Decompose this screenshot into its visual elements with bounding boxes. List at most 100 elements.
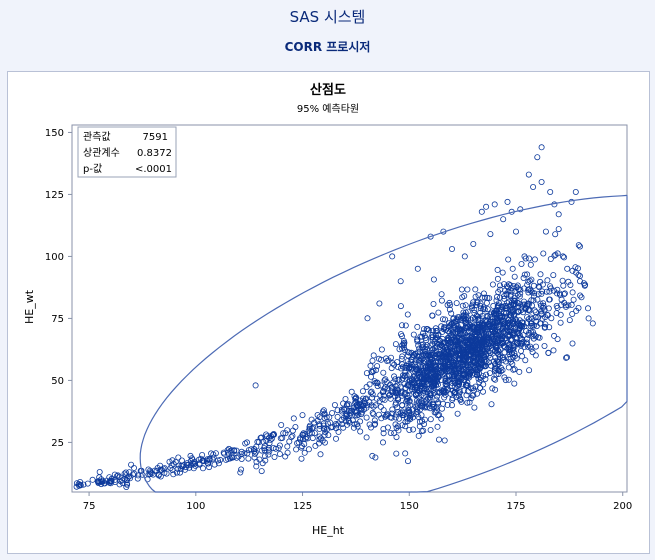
data-point	[455, 392, 462, 399]
x-axis: 75 100 125 150 175 200	[83, 492, 632, 512]
stats-label-pvalue: p-값	[83, 163, 102, 175]
y-tick-label: 50	[51, 376, 64, 387]
data-point	[505, 316, 512, 323]
data-point	[422, 359, 429, 366]
data-point	[538, 290, 545, 297]
data-point	[412, 390, 419, 397]
data-point	[569, 289, 576, 296]
data-point	[514, 325, 521, 332]
data-point	[472, 349, 479, 356]
data-point	[458, 286, 465, 293]
data-point	[474, 336, 481, 343]
data-point	[265, 444, 272, 451]
data-point	[444, 301, 451, 308]
data-point	[404, 458, 411, 465]
data-point	[448, 245, 455, 252]
data-point	[492, 343, 499, 350]
data-point	[449, 395, 456, 402]
data-point	[384, 357, 391, 364]
data-point	[470, 362, 477, 369]
data-point	[386, 391, 393, 398]
data-point	[454, 410, 461, 417]
data-point	[514, 304, 521, 311]
data-point	[527, 261, 534, 268]
data-point	[438, 415, 445, 422]
data-point	[369, 452, 376, 459]
data-point	[553, 310, 560, 317]
y-tick-label: 150	[45, 128, 64, 139]
data-point	[510, 332, 517, 339]
data-point	[387, 354, 394, 361]
data-point	[512, 339, 519, 346]
data-point	[569, 267, 576, 274]
data-point	[481, 306, 488, 313]
x-tick-label: 125	[293, 501, 312, 512]
data-point	[516, 332, 523, 339]
scatter-points	[73, 144, 596, 490]
data-point	[415, 432, 422, 439]
data-point	[275, 445, 282, 452]
data-point	[420, 326, 427, 333]
data-point	[393, 411, 400, 418]
data-point	[499, 325, 506, 332]
y-axis: 25 50 75 100 125 150	[45, 128, 72, 449]
data-point	[448, 402, 455, 409]
data-point	[469, 314, 476, 321]
data-point	[395, 415, 402, 422]
data-point	[363, 434, 370, 441]
data-point	[123, 472, 130, 479]
data-point	[425, 365, 432, 372]
data-point	[377, 403, 384, 410]
data-point	[505, 364, 512, 371]
data-point	[458, 330, 465, 337]
data-point	[343, 402, 350, 409]
data-point	[545, 349, 552, 356]
data-point	[555, 226, 562, 233]
data-point	[427, 353, 434, 360]
data-point	[340, 405, 347, 412]
data-point	[253, 443, 260, 450]
data-point	[450, 359, 457, 366]
data-point	[412, 363, 419, 370]
data-point	[448, 379, 455, 386]
data-point	[77, 481, 84, 488]
data-point	[332, 420, 339, 427]
data-point	[526, 307, 533, 314]
data-point	[340, 400, 347, 407]
data-point	[427, 390, 434, 397]
data-point	[259, 460, 266, 467]
data-point	[300, 430, 307, 437]
data-point	[444, 401, 451, 408]
data-point	[387, 429, 394, 436]
data-point	[199, 465, 206, 472]
data-point	[363, 370, 370, 377]
data-point	[435, 436, 442, 443]
data-point	[317, 451, 324, 458]
data-point	[406, 426, 413, 433]
data-point	[489, 385, 496, 392]
data-point	[151, 467, 158, 474]
data-point	[418, 428, 425, 435]
data-point	[544, 311, 551, 318]
data-point	[540, 250, 547, 257]
data-point	[560, 253, 567, 260]
data-point	[524, 271, 531, 278]
data-point	[394, 404, 401, 411]
data-point	[509, 308, 516, 315]
data-point	[538, 308, 545, 315]
data-point	[469, 301, 476, 308]
data-point	[490, 310, 497, 317]
data-point	[541, 342, 548, 349]
data-point	[441, 437, 448, 444]
data-point	[528, 329, 535, 336]
data-point	[423, 325, 430, 332]
data-point	[510, 329, 517, 336]
data-point	[564, 265, 571, 272]
data-point	[552, 231, 559, 238]
data-point	[546, 296, 553, 303]
x-tick-label: 100	[186, 501, 205, 512]
data-point	[406, 397, 413, 404]
data-point	[354, 408, 361, 415]
data-point	[424, 404, 431, 411]
data-point	[441, 361, 448, 368]
